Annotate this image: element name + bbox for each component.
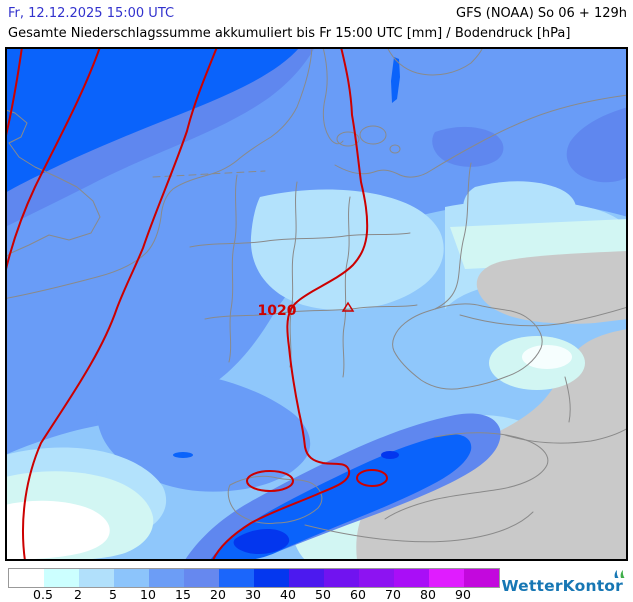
legend-cell — [9, 569, 44, 587]
legend-boundary-label: 2 — [74, 587, 82, 602]
map-border — [5, 47, 628, 561]
station-marker — [341, 301, 355, 312]
logo-text: WetterKontor — [501, 577, 623, 595]
map-title: Gesamte Niederschlagssumme akkumuliert b… — [8, 26, 571, 41]
legend-labels: 0.5 2 5 10 15 20 30 40 50 60 70 80 90 — [8, 587, 508, 602]
map-valid-datetime: Fr, 12.12.2025 15:00 UTC — [8, 6, 175, 21]
model-run-label: GFS (NOAA) So 06 + 129h — [456, 6, 627, 21]
legend-cell — [79, 569, 114, 587]
legend-boundary-label: 15 — [175, 587, 191, 602]
legend-boundary-label: 5 — [109, 587, 117, 602]
legend-cell — [394, 569, 429, 587]
legend-cell — [254, 569, 289, 587]
legend-boundary-label: 30 — [245, 587, 261, 602]
legend-boundary-label: 70 — [385, 587, 401, 602]
legend-cell — [289, 569, 324, 587]
legend-cell — [429, 569, 464, 587]
legend-boundary-label: 60 — [350, 587, 366, 602]
legend-boundary-label: 50 — [315, 587, 331, 602]
legend-cell — [219, 569, 254, 587]
legend-cell — [149, 569, 184, 587]
legend-boundary-label: 20 — [210, 587, 226, 602]
isobars — [5, 47, 388, 561]
legend-bar — [8, 568, 500, 588]
legend-cell — [464, 569, 499, 587]
weather-map: 1020 — [5, 47, 628, 561]
legend-boundary-label: 80 — [420, 587, 436, 602]
legend-cell — [324, 569, 359, 587]
wetterkontor-logo: WetterKontor — [501, 570, 625, 595]
isobar-label: 1020 — [258, 303, 297, 319]
legend-cell — [114, 569, 149, 587]
legend-boundary-label: 0.5 — [33, 587, 53, 602]
logo-swoosh-icon — [614, 570, 625, 578]
legend-cell — [184, 569, 219, 587]
precipitation-layers — [5, 47, 628, 561]
legend-boundary-label: 40 — [280, 587, 296, 602]
legend-cell — [359, 569, 394, 587]
country-borders — [5, 47, 628, 543]
legend-boundary-label: 10 — [140, 587, 156, 602]
legend-cell — [44, 569, 79, 587]
legend-boundary-label: 90 — [455, 587, 471, 602]
